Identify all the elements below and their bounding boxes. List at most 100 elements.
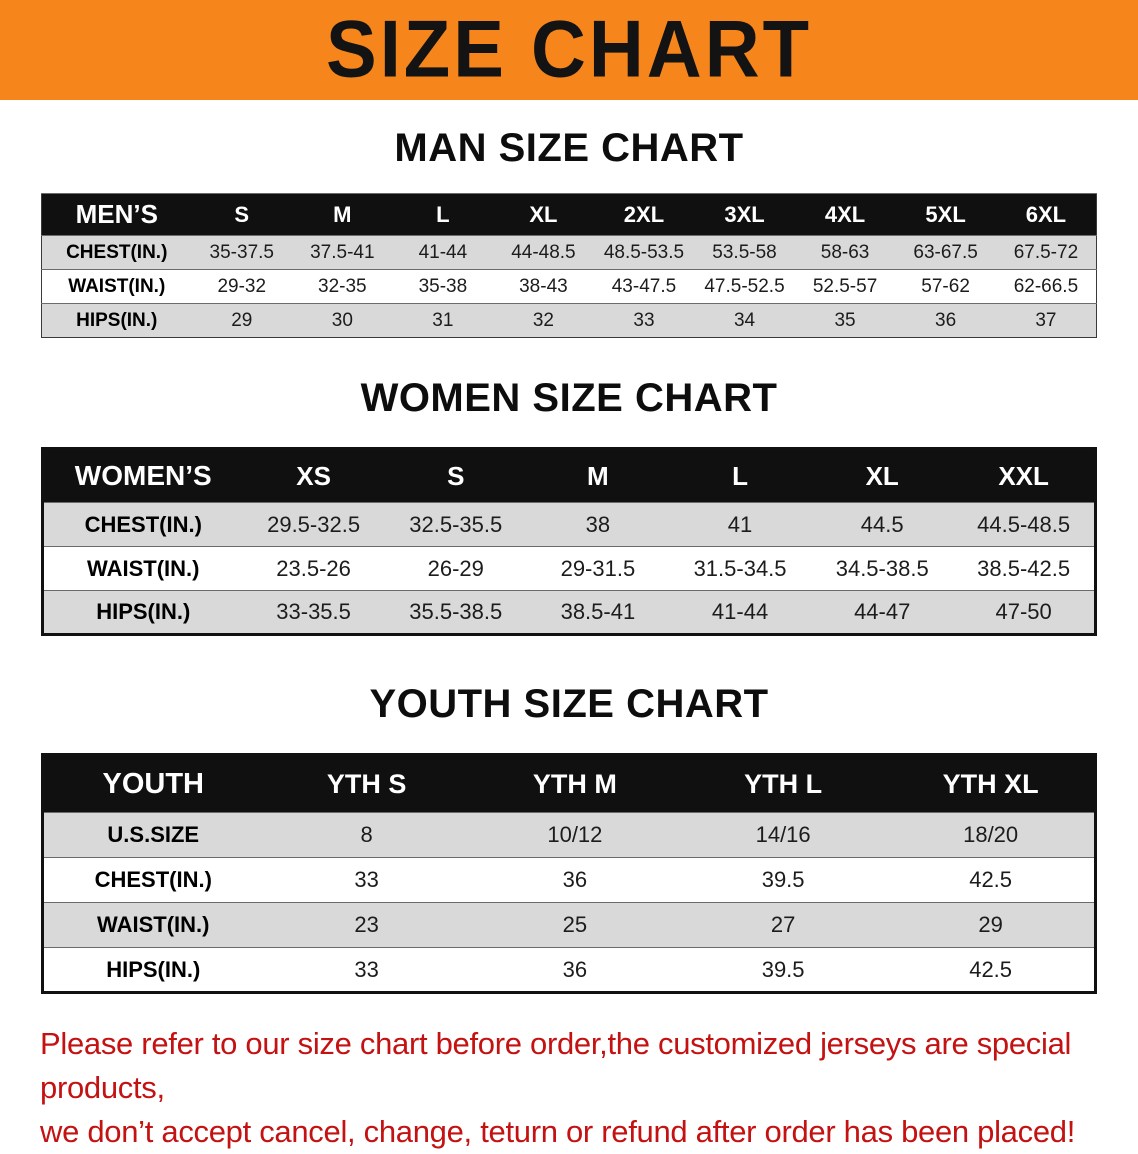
size-value: 44-48.5 — [493, 235, 594, 270]
measurement-row: CHEST(IN.) 35-37.5 37.5-41 41-44 44-48.5 48.5… — [41, 235, 1097, 270]
size-column-header: XL — [811, 448, 954, 503]
size-column-header: 2XL — [593, 193, 695, 236]
youth-section-title: YOUTH SIZE CHART — [369, 682, 769, 726]
size-value: 29-31.5 — [526, 546, 669, 591]
size-value: 30 — [292, 303, 393, 338]
row-label: HIPS(IN.) — [42, 590, 243, 635]
size-value: 62-66.5 — [995, 269, 1097, 304]
size-column-header: XXL — [953, 448, 1096, 503]
size-value: 27 — [679, 902, 888, 948]
size-value: 32-35 — [292, 269, 393, 304]
size-column-header: XL — [493, 193, 594, 236]
row-label: WAIST(IN.) — [42, 902, 263, 948]
size-value: 42.5 — [887, 947, 1096, 993]
size-column-header: 4XL — [794, 193, 896, 236]
size-value: 34.5-38.5 — [811, 546, 954, 591]
size-value: 25 — [470, 902, 679, 948]
size-chart-banner: SIZE CHART — [0, 0, 1138, 100]
size-column-header: YTH XL — [887, 754, 1096, 813]
man-section-title: MAN SIZE CHART — [394, 126, 744, 170]
size-value: 31.5-34.5 — [668, 546, 812, 591]
size-value: 47-50 — [953, 590, 1096, 635]
size-column-header: YTH L — [679, 754, 888, 813]
size-value: 48.5-53.5 — [593, 235, 695, 270]
size-value: 32 — [493, 303, 594, 338]
size-value: 41-44 — [668, 590, 812, 635]
table-header-row: YOUTH YTH S YTH M YTH L YTH XL — [42, 754, 1096, 813]
size-value: 38.5-41 — [526, 590, 669, 635]
size-value: 38 — [526, 502, 669, 547]
table-header-row: MEN’S S M L XL 2XL 3XL 4XL 5XL 6XL — [41, 193, 1097, 236]
size-value: 41-44 — [392, 235, 494, 270]
size-value: 39.5 — [679, 857, 888, 903]
size-value: 35 — [794, 303, 896, 338]
disclaimer: Please refer to our size chart before or… — [40, 1022, 1108, 1154]
size-value: 42.5 — [887, 857, 1096, 903]
size-value: 26-29 — [384, 546, 527, 591]
measurement-row: CHEST(IN.) 33 36 39.5 42.5 — [42, 857, 1096, 903]
size-value: 33 — [593, 303, 695, 338]
size-value: 36 — [895, 303, 996, 338]
banner-title: SIZE CHART — [326, 4, 812, 95]
measurement-row: WAIST(IN.) 23.5-26 26-29 29-31.5 31.5-34.5 34… — [42, 546, 1096, 591]
size-value: 38.5-42.5 — [953, 546, 1096, 591]
measurement-row: HIPS(IN.) 29 30 31 32 33 34 35 36 37 — [41, 303, 1097, 338]
size-column-header: M — [526, 448, 669, 503]
row-label: HIPS(IN.) — [41, 303, 192, 338]
size-value: 47.5-52.5 — [694, 269, 795, 304]
disclaimer-line-1: Please refer to our size chart before or… — [40, 1026, 1072, 1106]
size-value: 44-47 — [811, 590, 954, 635]
measurement-row: U.S.SIZE 8 10/12 14/16 18/20 — [42, 812, 1096, 858]
table-corner-label: YOUTH — [42, 754, 263, 813]
measurement-row: WAIST(IN.) 23 25 27 29 — [42, 902, 1096, 948]
size-value: 35.5-38.5 — [384, 590, 527, 635]
size-column-header: YTH S — [262, 754, 471, 813]
size-value: 63-67.5 — [895, 235, 996, 270]
row-label: U.S.SIZE — [42, 812, 263, 858]
size-value: 58-63 — [794, 235, 896, 270]
size-value: 33 — [262, 857, 471, 903]
size-value: 10/12 — [470, 812, 679, 858]
measurement-row: CHEST(IN.) 29.5-32.5 32.5-35.5 38 41 44.5 44.5… — [42, 502, 1096, 547]
size-value: 8 — [262, 812, 471, 858]
size-value: 23.5-26 — [242, 546, 385, 591]
row-label: WAIST(IN.) — [41, 269, 192, 304]
row-label: CHEST(IN.) — [42, 502, 243, 547]
size-value: 35-38 — [392, 269, 494, 304]
row-label: WAIST(IN.) — [42, 546, 243, 591]
size-value: 33-35.5 — [242, 590, 385, 635]
size-column-header: L — [668, 448, 812, 503]
size-value: 35-37.5 — [191, 235, 293, 270]
size-value: 34 — [694, 303, 795, 338]
size-column-header: XS — [242, 448, 385, 503]
row-label: CHEST(IN.) — [41, 235, 192, 270]
size-value: 38-43 — [493, 269, 594, 304]
size-value: 37.5-41 — [292, 235, 393, 270]
size-value: 53.5-58 — [694, 235, 795, 270]
table-corner-label: MEN’S — [41, 193, 192, 236]
women-size-table: WOMEN’S XS S M L XL XXL CHEST(IN.) 29.5-32.5 32.5… — [41, 447, 1097, 636]
disclaimer-line-2: we don’t accept cancel, change, teturn o… — [40, 1114, 1076, 1150]
size-column-header: S — [384, 448, 527, 503]
size-value: 52.5-57 — [794, 269, 896, 304]
size-column-header: S — [191, 193, 293, 236]
size-value: 23 — [262, 902, 471, 948]
size-value: 29 — [191, 303, 293, 338]
size-value: 67.5-72 — [995, 235, 1097, 270]
measurement-row: HIPS(IN.) 33-35.5 35.5-38.5 38.5-41 41-44 44-… — [42, 590, 1096, 635]
size-value: 29-32 — [191, 269, 293, 304]
size-value: 41 — [668, 502, 812, 547]
size-value: 44.5-48.5 — [953, 502, 1096, 547]
size-value: 39.5 — [679, 947, 888, 993]
size-value: 32.5-35.5 — [384, 502, 527, 547]
size-column-header: 5XL — [895, 193, 996, 236]
size-column-header: M — [292, 193, 393, 236]
size-value: 36 — [470, 857, 679, 903]
size-value: 57-62 — [895, 269, 996, 304]
size-value: 43-47.5 — [593, 269, 695, 304]
row-label: CHEST(IN.) — [42, 857, 263, 903]
size-column-header: YTH M — [470, 754, 679, 813]
size-value: 29.5-32.5 — [242, 502, 385, 547]
men-size-table: MEN’S S M L XL 2XL 3XL 4XL 5XL 6XL CHEST(IN.) 35-37… — [41, 193, 1097, 338]
size-value: 33 — [262, 947, 471, 993]
